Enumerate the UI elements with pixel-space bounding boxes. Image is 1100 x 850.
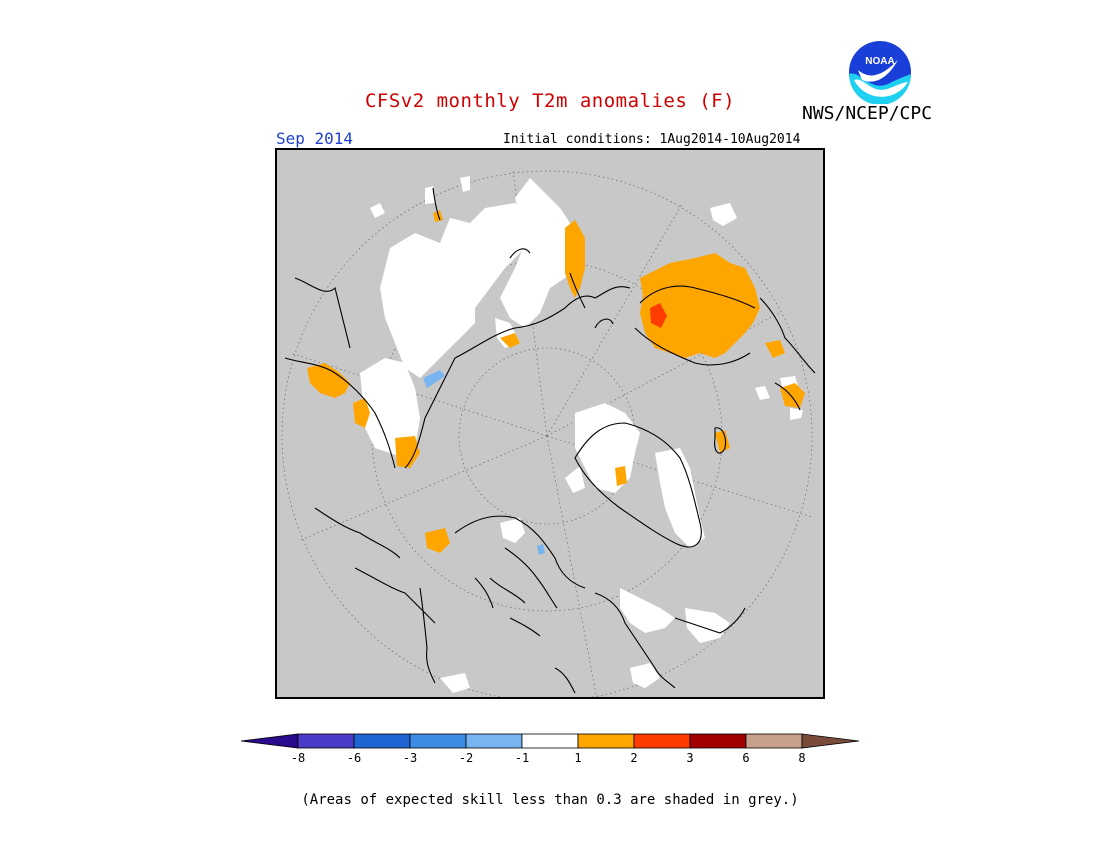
noaa-logo: NOAA — [849, 41, 911, 104]
colorbar-label: 3 — [686, 751, 693, 765]
warm-anomaly-areas — [307, 210, 805, 553]
colorbar-box — [633, 733, 691, 749]
colorbar-box — [353, 733, 411, 749]
map-frame — [275, 148, 825, 699]
colorbar-box — [465, 733, 523, 749]
colorbar-label: -3 — [403, 751, 417, 765]
strong-warm-areas — [650, 303, 667, 328]
colorbar: -8 -6 -3 -2 -1 1 2 3 6 8 — [240, 733, 860, 765]
org-label: NWS/NCEP/CPC — [802, 103, 933, 124]
colorbar-arrow-low — [240, 733, 299, 749]
svg-text:NOAA: NOAA — [865, 56, 894, 67]
colorbar-label: -8 — [291, 751, 305, 765]
colorbar-box — [297, 733, 355, 749]
colorbar-label: -2 — [459, 751, 473, 765]
skill-footnote: (Areas of expected skill less than 0.3 a… — [301, 792, 799, 808]
colorbar-box — [409, 733, 467, 749]
colorbar-label: 6 — [742, 751, 749, 765]
colorbar-label: 2 — [630, 751, 637, 765]
near-normal-areas — [360, 176, 803, 693]
colorbar-label: -1 — [515, 751, 529, 765]
colorbar-box — [521, 733, 579, 749]
colorbar-box — [745, 733, 803, 749]
initial-conditions: Initial conditions: 1Aug2014-10Aug2014 — [503, 132, 801, 147]
colorbar-label: -6 — [347, 751, 361, 765]
coastlines — [284, 187, 816, 694]
colorbar-label: 8 — [798, 751, 805, 765]
colorbar-box — [577, 733, 635, 749]
colorbar-label: 1 — [574, 751, 581, 765]
forecast-month: Sep 2014 — [276, 129, 354, 148]
colorbar-arrow-high — [801, 733, 860, 749]
cool-anomaly-areas — [423, 370, 545, 555]
chart-title: CFSv2 monthly T2m anomalies (F) — [364, 90, 736, 112]
polar-map — [275, 148, 825, 699]
colorbar-box — [689, 733, 747, 749]
